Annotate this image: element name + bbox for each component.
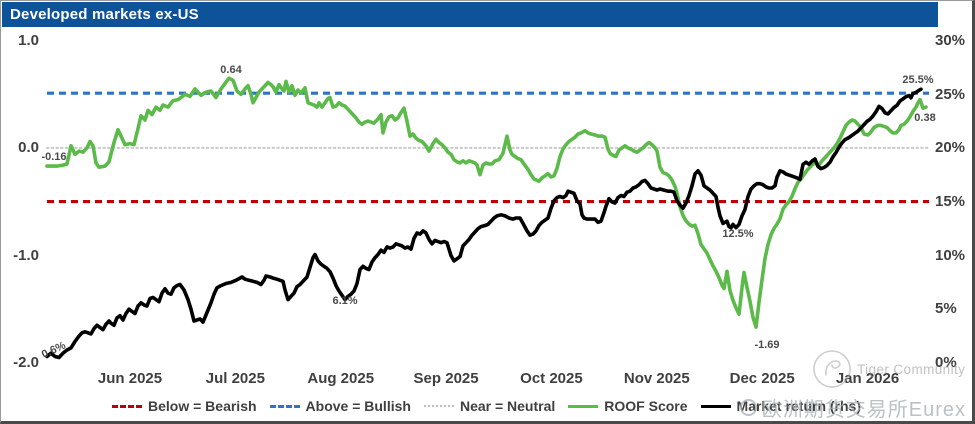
left-axis-tick: 0.0 <box>18 139 39 157</box>
data-label: 12.5% <box>722 228 753 240</box>
x-axis-tick: Nov 2025 <box>623 370 690 387</box>
legend-label: ROOF Score <box>604 398 688 414</box>
data-label: 0.64 <box>220 64 242 76</box>
legend-item-market-return: Market return (rhs) <box>700 398 861 414</box>
right-axis-tick: 20% <box>935 139 966 157</box>
data-label: -1.69 <box>754 339 779 351</box>
data-label: 0.38 <box>914 112 935 124</box>
dashed-red-line-icon <box>111 404 142 408</box>
right-axis-tick: 30% <box>935 32 966 49</box>
right-axis-tick: 10% <box>935 246 966 264</box>
roof-score-line <box>45 76 928 329</box>
left-axis-tick: -2.0 <box>13 353 39 371</box>
chart-title-bar: Developed markets ex-US <box>2 2 938 27</box>
x-axis-tick: Sep 2025 <box>413 370 479 387</box>
x-axis-tick: Jan 2026 <box>835 370 900 387</box>
data-label: 25.5% <box>902 74 933 86</box>
market-return-line <box>45 87 923 360</box>
right-axis-tick: 25% <box>935 85 966 103</box>
legend-item-bearish: Below = Bearish <box>111 398 257 414</box>
dashed-blue-line-icon <box>269 404 300 408</box>
x-axis-tick: Dec 2025 <box>729 370 795 387</box>
left-axis-tick: -1.0 <box>13 246 39 264</box>
legend-label: Below = Bearish <box>147 398 257 414</box>
solid-green-line-icon <box>568 404 599 408</box>
legend-label: Near = Neutral <box>459 398 556 414</box>
right-axis-tick: 15% <box>935 192 966 210</box>
dotted-gray-line-icon <box>423 405 454 407</box>
right-axis-tick: 5% <box>935 300 957 318</box>
x-axis-tick: Aug 2025 <box>307 370 375 387</box>
x-axis-tick: Jun 2025 <box>97 370 163 387</box>
x-axis-tick: Jul 2025 <box>205 370 265 387</box>
data-label: -0.16 <box>41 151 66 163</box>
legend-item-bullish: Above = Bullish <box>269 398 411 414</box>
legend-item-roof-score: ROOF Score <box>568 398 688 414</box>
legend-item-neutral: Near = Neutral <box>423 398 556 414</box>
left-axis-tick: 1.0 <box>18 32 39 49</box>
solid-black-line-icon <box>700 404 731 408</box>
right-axis-tick: 0% <box>935 353 957 371</box>
data-label: 6.1% <box>332 295 357 307</box>
chart-title: Developed markets ex-US <box>10 6 199 23</box>
x-axis-tick: Oct 2025 <box>520 370 583 387</box>
legend: Below = Bearish Above = Bullish Near = N… <box>1 398 972 414</box>
legend-label: Above = Bullish <box>305 398 411 414</box>
legend-label: Market return (rhs) <box>736 398 861 414</box>
